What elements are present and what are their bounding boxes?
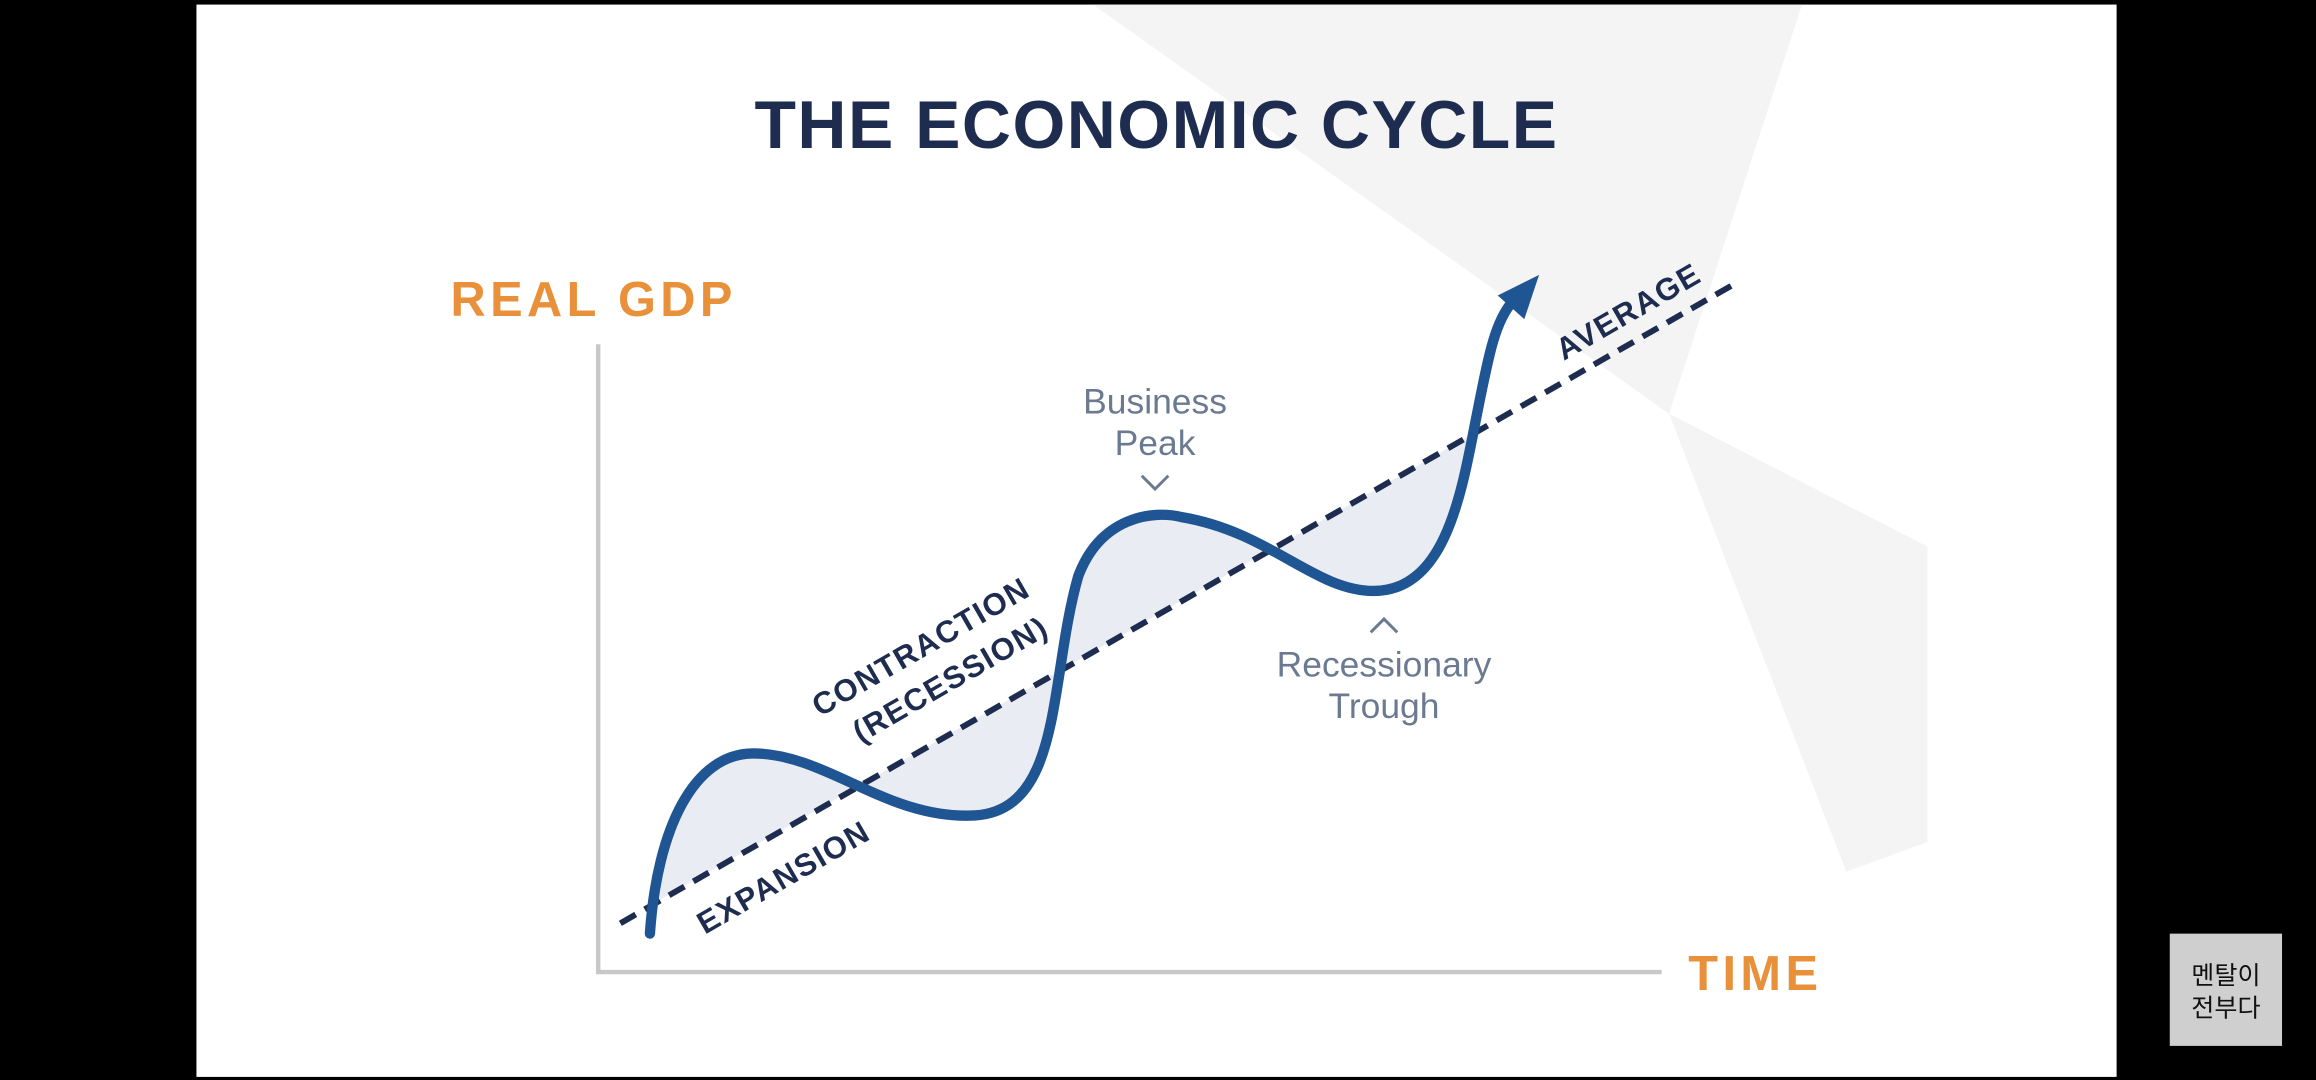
annotation: Trough (1329, 686, 1440, 726)
bg-shape (1669, 413, 1928, 872)
bg-shape (1093, 4, 1802, 414)
title: THE ECONOMIC CYCLE (754, 87, 1558, 163)
arrow-head (1497, 274, 1540, 320)
average-line (618, 278, 1742, 926)
annotation: Peak (1115, 423, 1196, 463)
annotation: Recessionary (1277, 645, 1492, 685)
watermark: 멘탈이 (2191, 962, 2260, 990)
watermark: 전부다 (2191, 994, 2260, 1022)
watermark-box (2169, 933, 2283, 1046)
axes (595, 344, 1662, 975)
y-axis-label: REAL GDP (450, 273, 736, 327)
x-axis-label: TIME (1688, 947, 1822, 1001)
cycle-curve (644, 296, 1518, 939)
annotation: Business (1083, 382, 1227, 422)
chevron (1140, 474, 1170, 492)
area-shading (649, 431, 1478, 934)
chevron (1369, 616, 1399, 634)
